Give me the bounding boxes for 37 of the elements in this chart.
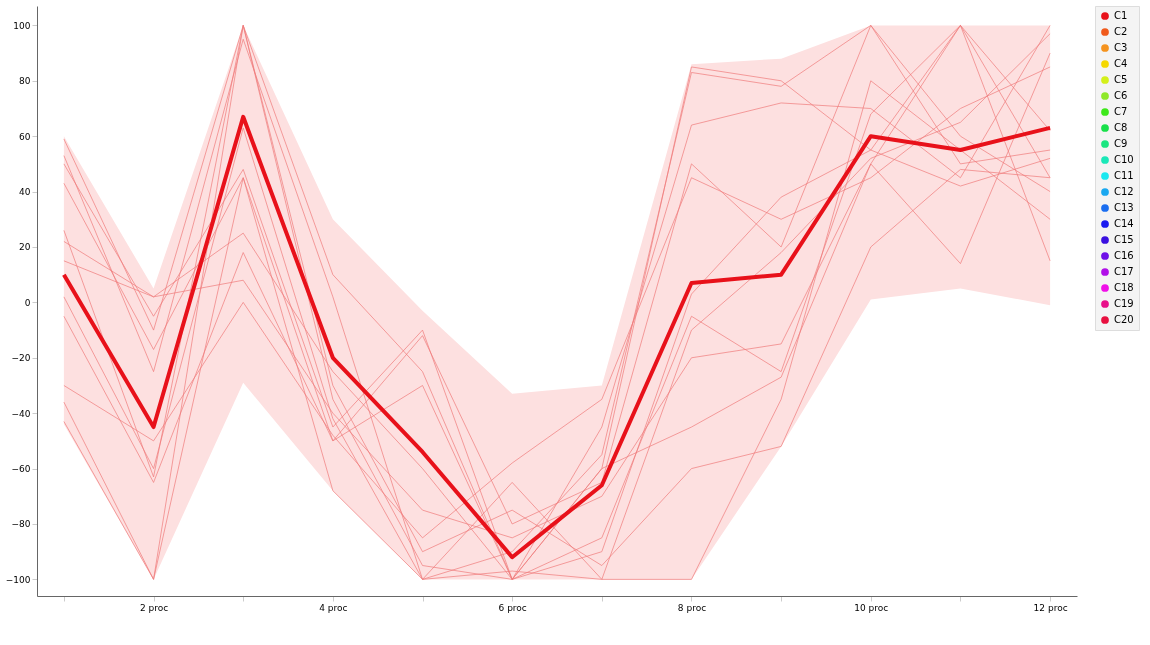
y-tick-label: −60 (11, 464, 31, 475)
y-tick-label: 60 (19, 131, 31, 142)
x-tick-label: 6 proc (498, 602, 527, 613)
legend-label: C12 (1114, 186, 1134, 197)
legend-label: C1 (1114, 10, 1128, 21)
y-tick-label: −80 (11, 519, 31, 530)
legend-label: C11 (1114, 170, 1134, 181)
y-tick-label: −100 (5, 574, 31, 585)
y-tick-label: 40 (19, 187, 31, 198)
x-tick-label: 12 proc (1033, 602, 1068, 613)
y-tick-label: −20 (11, 353, 31, 364)
legend-label: C6 (1114, 90, 1128, 101)
x-tick-label: 10 proc (854, 602, 889, 613)
legend-label: C20 (1114, 314, 1134, 325)
x-tick-label: 8 proc (677, 602, 707, 613)
x-tick-label: 2 proc (139, 602, 169, 613)
legend-label: C13 (1114, 202, 1134, 213)
legend-label: C19 (1114, 298, 1134, 309)
y-tick-label: 0 (24, 297, 31, 308)
legend-label: C4 (1114, 58, 1128, 69)
y-tick-label: 20 (19, 242, 31, 253)
legend-label: C18 (1114, 282, 1134, 293)
legend-label: C17 (1114, 266, 1134, 277)
y-tick-label: 80 (19, 76, 31, 87)
y-tick-label: 100 (13, 20, 31, 31)
legend-label: C15 (1114, 234, 1134, 245)
legend-label: C16 (1114, 250, 1134, 261)
legend-label: C2 (1114, 26, 1128, 37)
legend-label: C7 (1114, 106, 1128, 117)
y-tick-label: −40 (11, 408, 31, 419)
legend-label: C14 (1114, 218, 1134, 229)
legend-label: C5 (1114, 74, 1128, 85)
legend-label: C8 (1114, 122, 1128, 133)
legend-label: C10 (1114, 154, 1134, 165)
legend-label: C9 (1114, 138, 1128, 149)
legend-label: C3 (1114, 42, 1128, 53)
x-tick-label: 4 proc (319, 602, 348, 613)
